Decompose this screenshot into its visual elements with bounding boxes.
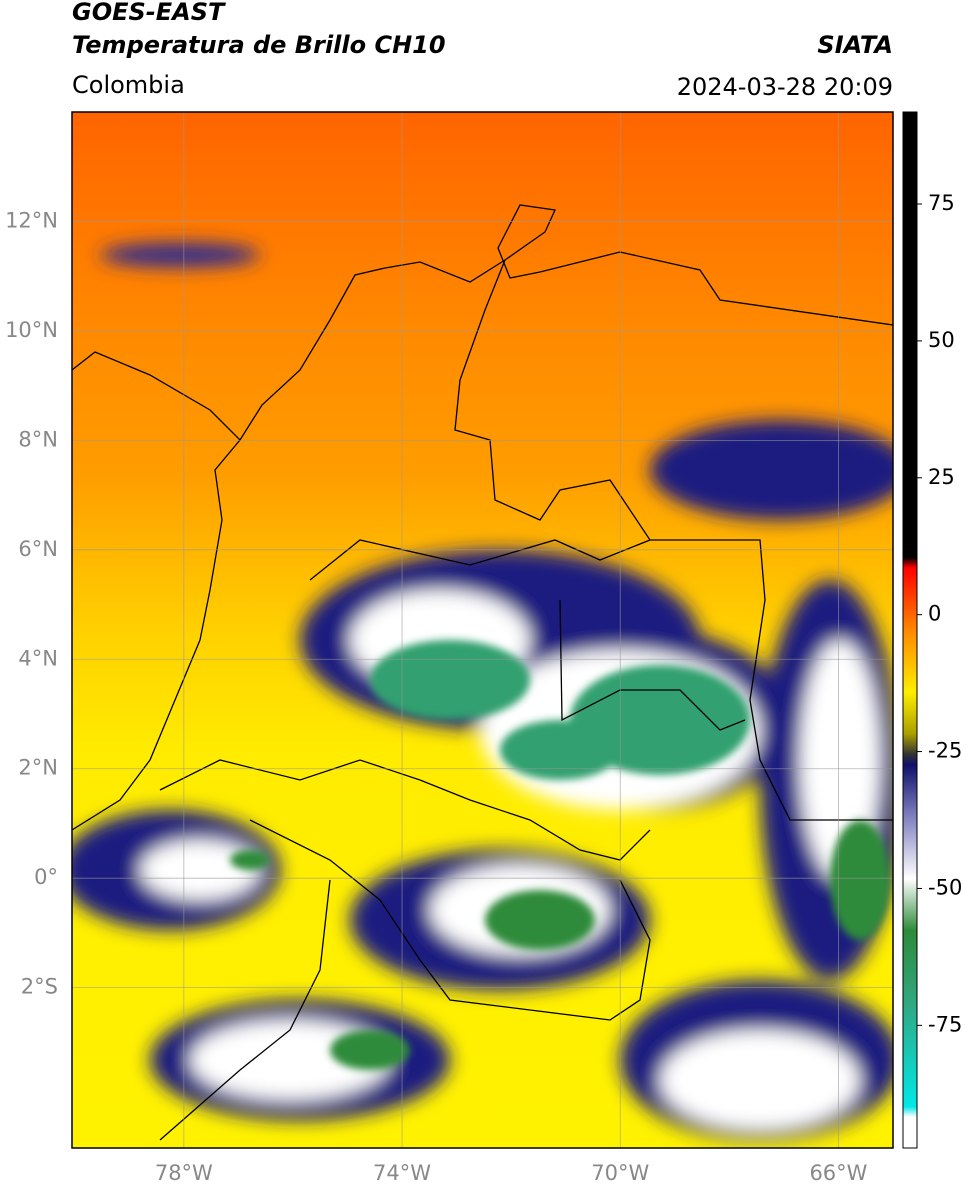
colorbar-tick-label: 50	[928, 328, 955, 352]
x-tick-label: 78°W	[155, 1161, 213, 1185]
map-frame	[71, 111, 894, 1149]
x-tick-label: 66°W	[809, 1161, 867, 1185]
source: SIATA	[817, 31, 893, 59]
region: Colombia	[72, 71, 185, 99]
y-tick-label: 8°N	[18, 427, 58, 451]
colorbar-tick-label: -50	[928, 875, 962, 899]
y-tick-label: 0°	[34, 865, 58, 889]
title: GOES-EAST	[72, 0, 226, 26]
colorbar-tick-label: 25	[928, 465, 955, 489]
datetime: 2024-03-28 20:09	[677, 73, 893, 101]
x-tick-label: 70°W	[591, 1161, 649, 1185]
satellite-image	[72, 112, 893, 1148]
colorbar-tick-label: 0	[928, 602, 941, 626]
y-tick-label: 2°S	[21, 975, 58, 999]
y-tick-label: 10°N	[5, 318, 58, 342]
colorbar-tick-label: 75	[928, 191, 955, 215]
graticule	[72, 112, 893, 1148]
colorbar-tick-label: -25	[928, 739, 962, 763]
subtitle: Temperatura de Brillo CH10	[72, 31, 446, 59]
colorbar-tick-label: -75	[928, 1012, 962, 1036]
y-tick-label: 12°N	[5, 208, 58, 232]
y-tick-label: 6°N	[18, 537, 58, 561]
y-tick-label: 4°N	[18, 646, 58, 670]
y-tick-label: 2°N	[18, 756, 58, 780]
colorbar	[902, 111, 918, 1149]
x-tick-label: 74°W	[373, 1161, 431, 1185]
